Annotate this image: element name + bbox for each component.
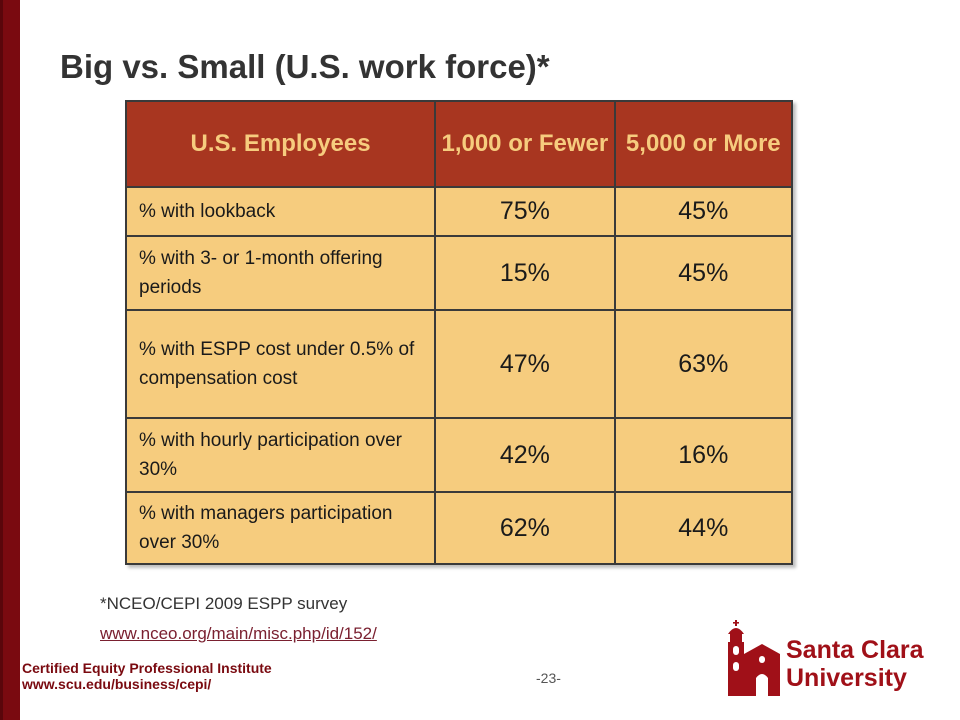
table-header-row: U.S. Employees 1,000 or Fewer 5,000 or M… — [124, 100, 794, 188]
value-large: 63% — [613, 309, 794, 419]
value-large: 45% — [613, 235, 794, 311]
left-accent-edge — [0, 0, 3, 720]
table-row: % with lookback 75% 45% — [124, 186, 794, 237]
row-label: % with managers participation over 30% — [124, 491, 437, 565]
row-label: % with 3- or 1-month offering periods — [124, 235, 437, 311]
mission-church-icon — [728, 620, 780, 696]
row-label: % with ESPP cost under 0.5% of compensat… — [124, 309, 437, 419]
logo-wordmark: Santa Clara University — [786, 636, 924, 692]
table-row: % with 3- or 1-month offering periods 15… — [124, 235, 794, 311]
value-small: 42% — [434, 417, 616, 493]
footer-org-url: www.scu.edu/business/cepi/ — [22, 676, 212, 692]
footnote: *NCEO/CEPI 2009 ESPP survey — [100, 594, 348, 613]
footer-org-name: Certified Equity Professional Institute — [22, 660, 272, 676]
page-title: Big vs. Small (U.S. work force)* — [60, 48, 550, 85]
value-large: 44% — [613, 491, 794, 565]
table-row: % with managers participation over 30% 6… — [124, 491, 794, 565]
page-number: -23- — [536, 670, 561, 686]
header-1000-or-fewer: 1,000 or Fewer — [434, 100, 616, 188]
footer-org: Certified Equity Professional Institute … — [22, 660, 272, 692]
left-accent-bar — [0, 0, 20, 720]
table-row: % with hourly participation over 30% 42%… — [124, 417, 794, 493]
row-label: % with lookback — [124, 186, 437, 237]
header-us-employees: U.S. Employees — [124, 100, 437, 188]
header-5000-or-more: 5,000 or More — [613, 100, 794, 188]
university-logo: Santa Clara University — [718, 620, 924, 700]
value-small: 75% — [434, 186, 616, 237]
value-large: 16% — [613, 417, 794, 493]
value-small: 62% — [434, 491, 616, 565]
table-row: % with ESPP cost under 0.5% of compensat… — [124, 309, 794, 419]
comparison-table: U.S. Employees 1,000 or Fewer 5,000 or M… — [124, 100, 794, 565]
row-label: % with hourly participation over 30% — [124, 417, 437, 493]
value-small: 47% — [434, 309, 616, 419]
source-link[interactable]: www.nceo.org/main/misc.php/id/152/ — [100, 624, 377, 643]
logo-line2: University — [786, 664, 907, 692]
value-small: 15% — [434, 235, 616, 311]
logo-line1: Santa Clara — [786, 636, 924, 664]
value-large: 45% — [613, 186, 794, 237]
